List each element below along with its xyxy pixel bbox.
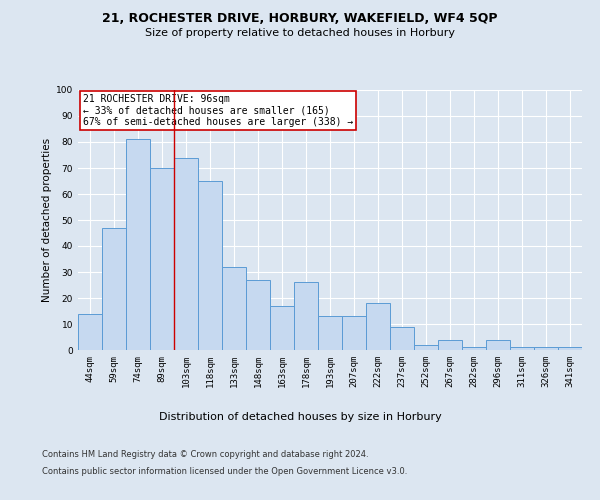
Bar bbox=[510, 348, 534, 350]
Bar bbox=[414, 345, 438, 350]
Bar bbox=[174, 158, 198, 350]
Text: Contains public sector information licensed under the Open Government Licence v3: Contains public sector information licen… bbox=[42, 468, 407, 476]
Bar bbox=[78, 314, 102, 350]
Text: Contains HM Land Registry data © Crown copyright and database right 2024.: Contains HM Land Registry data © Crown c… bbox=[42, 450, 368, 459]
Bar bbox=[126, 140, 150, 350]
Text: Size of property relative to detached houses in Horbury: Size of property relative to detached ho… bbox=[145, 28, 455, 38]
Bar bbox=[534, 348, 558, 350]
Bar bbox=[222, 267, 246, 350]
Bar bbox=[438, 340, 462, 350]
Bar bbox=[102, 228, 126, 350]
Bar bbox=[558, 348, 582, 350]
Text: Distribution of detached houses by size in Horbury: Distribution of detached houses by size … bbox=[158, 412, 442, 422]
Y-axis label: Number of detached properties: Number of detached properties bbox=[42, 138, 52, 302]
Bar bbox=[150, 168, 174, 350]
Bar bbox=[462, 348, 486, 350]
Bar bbox=[294, 282, 318, 350]
Bar bbox=[486, 340, 510, 350]
Text: 21, ROCHESTER DRIVE, HORBURY, WAKEFIELD, WF4 5QP: 21, ROCHESTER DRIVE, HORBURY, WAKEFIELD,… bbox=[102, 12, 498, 26]
Bar bbox=[390, 326, 414, 350]
Bar bbox=[318, 316, 342, 350]
Bar bbox=[270, 306, 294, 350]
Text: 21 ROCHESTER DRIVE: 96sqm
← 33% of detached houses are smaller (165)
67% of semi: 21 ROCHESTER DRIVE: 96sqm ← 33% of detac… bbox=[83, 94, 353, 127]
Bar bbox=[366, 303, 390, 350]
Bar bbox=[198, 181, 222, 350]
Bar bbox=[246, 280, 270, 350]
Bar bbox=[342, 316, 366, 350]
